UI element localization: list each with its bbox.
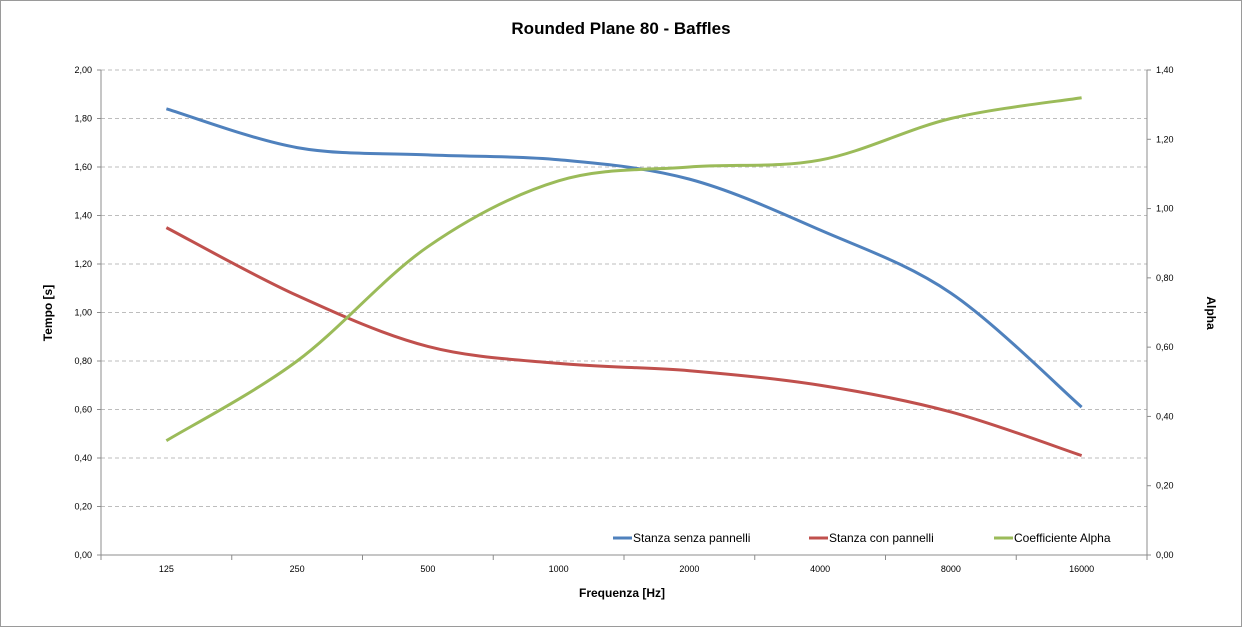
y2-tick-label: 0,80 [1156, 273, 1174, 283]
y2-tick-label: 0,20 [1156, 481, 1174, 491]
y2-tick-label: 1,40 [1156, 65, 1174, 75]
y2-tick-label: 1,00 [1156, 204, 1174, 214]
x-axis-title: Frequenza [Hz] [579, 586, 665, 600]
right-axis-ticks: 0,00 0,20 0,40 0,60 0,80 1,00 1,20 1,40 [1147, 65, 1174, 560]
x-tick-label: 16000 [1069, 564, 1094, 574]
y2-tick-label: 0,00 [1156, 550, 1174, 560]
y2-tick-label: 0,60 [1156, 342, 1174, 352]
y-tick-label: 1,80 [74, 114, 92, 124]
chart-title: Rounded Plane 80 - Baffles [511, 19, 730, 38]
y2-axis-title: Alpha [1204, 296, 1218, 330]
x-tick-label: 125 [159, 564, 174, 574]
y2-tick-label: 0,40 [1156, 411, 1174, 421]
gridlines [101, 69, 1147, 507]
y-tick-label: 2,00 [74, 65, 92, 75]
legend: Stanza senza pannelli Stanza con pannelli… [613, 531, 1111, 545]
series-lines [165, 96, 1083, 457]
y-tick-label: 1,40 [74, 211, 92, 221]
x-tick-label: 2000 [679, 564, 699, 574]
y2-tick-label: 1,20 [1156, 134, 1174, 144]
y-tick-label: 0,40 [74, 453, 92, 463]
x-axis-ticks: 125 250 500 1000 2000 4000 8000 16000 [100, 555, 1148, 574]
series-line-2 [165, 226, 1083, 457]
y-tick-label: 0,60 [74, 405, 92, 415]
series-line-1 [165, 107, 1083, 409]
left-axis-ticks: 0,00 0,20 0,40 0,60 0,80 1,00 1,20 1,40 1,60 1,80… [74, 65, 101, 560]
legend-label: Stanza con pannelli [829, 531, 934, 545]
y-tick-label: 1,20 [74, 259, 92, 269]
y-tick-label: 1,00 [74, 308, 92, 318]
x-tick-label: 8000 [941, 564, 961, 574]
y-axis-title: Tempo [s] [41, 285, 55, 341]
legend-label: Coefficiente Alpha [1014, 531, 1111, 545]
series-line-3 [165, 96, 1082, 442]
y-tick-label: 1,60 [74, 162, 92, 172]
y-tick-label: 0,20 [74, 502, 92, 512]
y-tick-label: 0,80 [74, 356, 92, 366]
x-tick-label: 1000 [549, 564, 569, 574]
x-tick-label: 500 [420, 564, 435, 574]
legend-label: Stanza senza pannelli [633, 531, 750, 545]
x-tick-label: 4000 [810, 564, 830, 574]
x-tick-label: 250 [290, 564, 305, 574]
y-tick-label: 0,00 [74, 550, 92, 560]
